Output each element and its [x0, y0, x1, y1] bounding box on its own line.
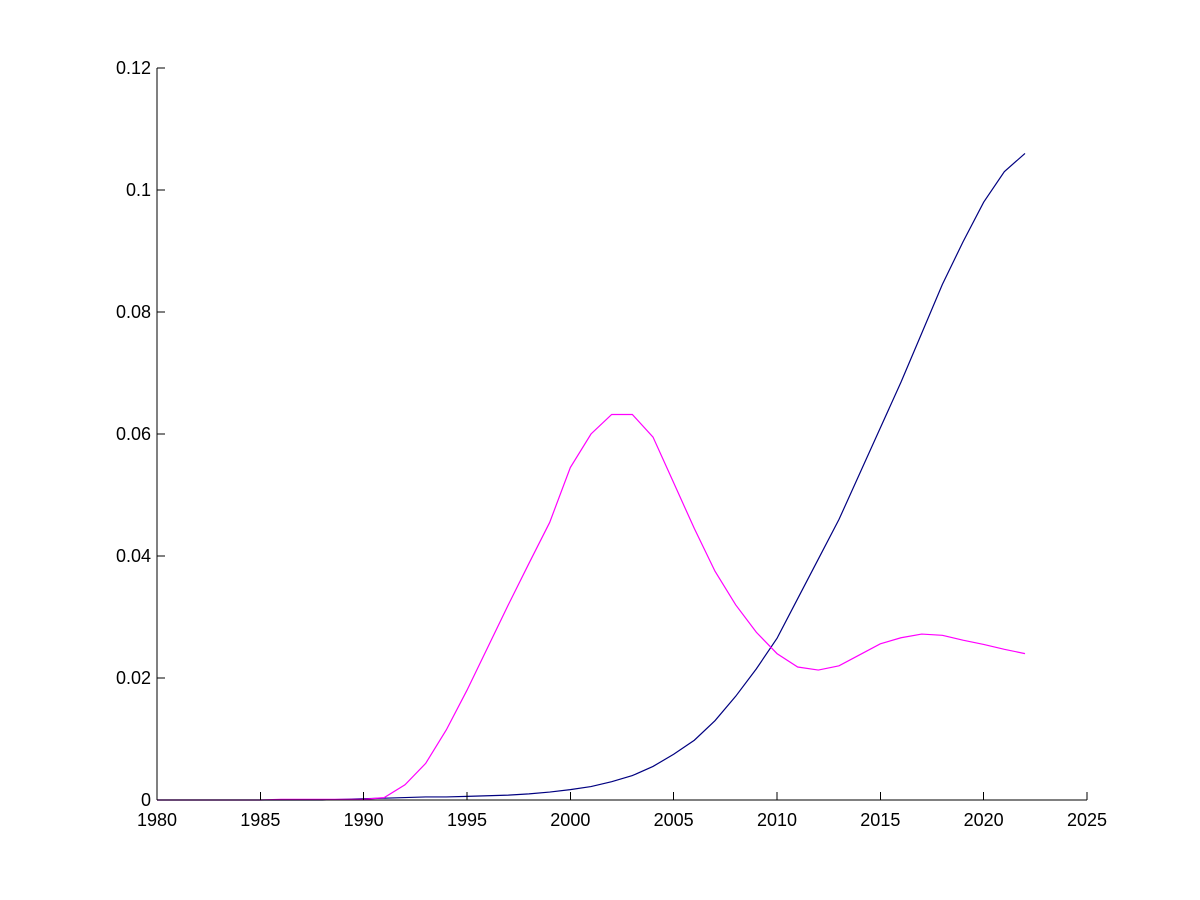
y-tick-label: 0.02: [116, 668, 151, 688]
x-tick-label: 2005: [654, 810, 694, 830]
series-layer: [157, 152, 1026, 801]
y-tick-label: 0.06: [116, 424, 151, 444]
y-tick-label: 0.12: [116, 58, 151, 78]
x-tick-label: 2010: [757, 810, 797, 830]
y-ticks: 0 0.02 0.04 0.06 0.08 0.1 0.12: [116, 58, 165, 810]
series-line-1: [157, 152, 1026, 801]
x-ticks: 1980 1985 1990 1995 2000 2005 2010 2015 2020 2025: [137, 792, 1107, 830]
x-tick-label: 1990: [344, 810, 384, 830]
y-tick-label: 0.1: [126, 180, 151, 200]
x-tick-label: 1995: [447, 810, 487, 830]
y-tick-label: 0.08: [116, 302, 151, 322]
x-tick-label: 2000: [550, 810, 590, 830]
x-tick-label: 2015: [860, 810, 900, 830]
x-tick-label: 1985: [240, 810, 280, 830]
x-tick-label: 2025: [1067, 810, 1107, 830]
y-tick-label: 0.04: [116, 546, 151, 566]
y-tick-label: 0: [141, 790, 151, 810]
x-tick-label: 1980: [137, 810, 177, 830]
x-tick-label: 2020: [964, 810, 1004, 830]
axes: [156, 68, 1087, 801]
series-line-2: [157, 413, 1026, 801]
